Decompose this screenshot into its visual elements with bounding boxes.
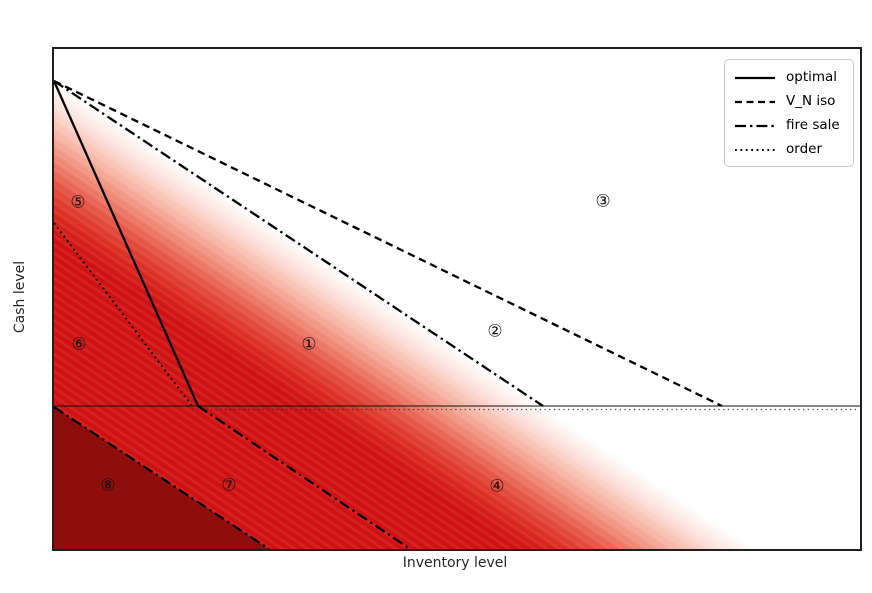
fire-sale-line-sample [735, 124, 775, 128]
region-label-7: ⑦ [221, 475, 237, 496]
y-axis-label: Cash level [12, 260, 28, 334]
legend-item-optimal: optimal [733, 67, 847, 89]
legend-label-fire-sale: fire sale [786, 117, 840, 134]
optimal-line-sample [735, 76, 775, 80]
fire-sale-line-upper [54, 80, 544, 407]
legend-item-fire-sale: fire sale [733, 115, 847, 137]
legend-item-order: order [733, 139, 847, 161]
legend: optimal V_N iso fire sale order [724, 59, 854, 167]
legend-label-order: order [786, 141, 822, 158]
fire-sale-line-lower-left [54, 406, 270, 549]
region-label-5: ⑤ [70, 192, 86, 213]
order-line [54, 222, 193, 407]
region-label-4: ④ [489, 476, 505, 497]
region-label-8: ⑧ [100, 475, 116, 496]
legend-label-optimal: optimal [786, 69, 838, 86]
plot-area: ① ② ③ ④ ⑤ ⑥ ⑦ ⑧ optimal V_N iso [52, 47, 862, 551]
optimal-line [54, 80, 200, 407]
order-line-sample [735, 148, 775, 152]
region-label-2: ② [487, 321, 503, 342]
x-axis-label: Inventory level [402, 555, 508, 571]
plot-lines-layer [54, 79, 860, 549]
vn-iso-line-sample [735, 100, 775, 104]
region-label-3: ③ [595, 191, 611, 212]
vn-iso-line [54, 79, 723, 408]
region-label-6: ⑥ [71, 334, 87, 355]
legend-label-vn-iso: V_N iso [786, 93, 836, 110]
region-label-1: ① [301, 334, 317, 355]
legend-item-vn-iso: V_N iso [733, 91, 847, 113]
